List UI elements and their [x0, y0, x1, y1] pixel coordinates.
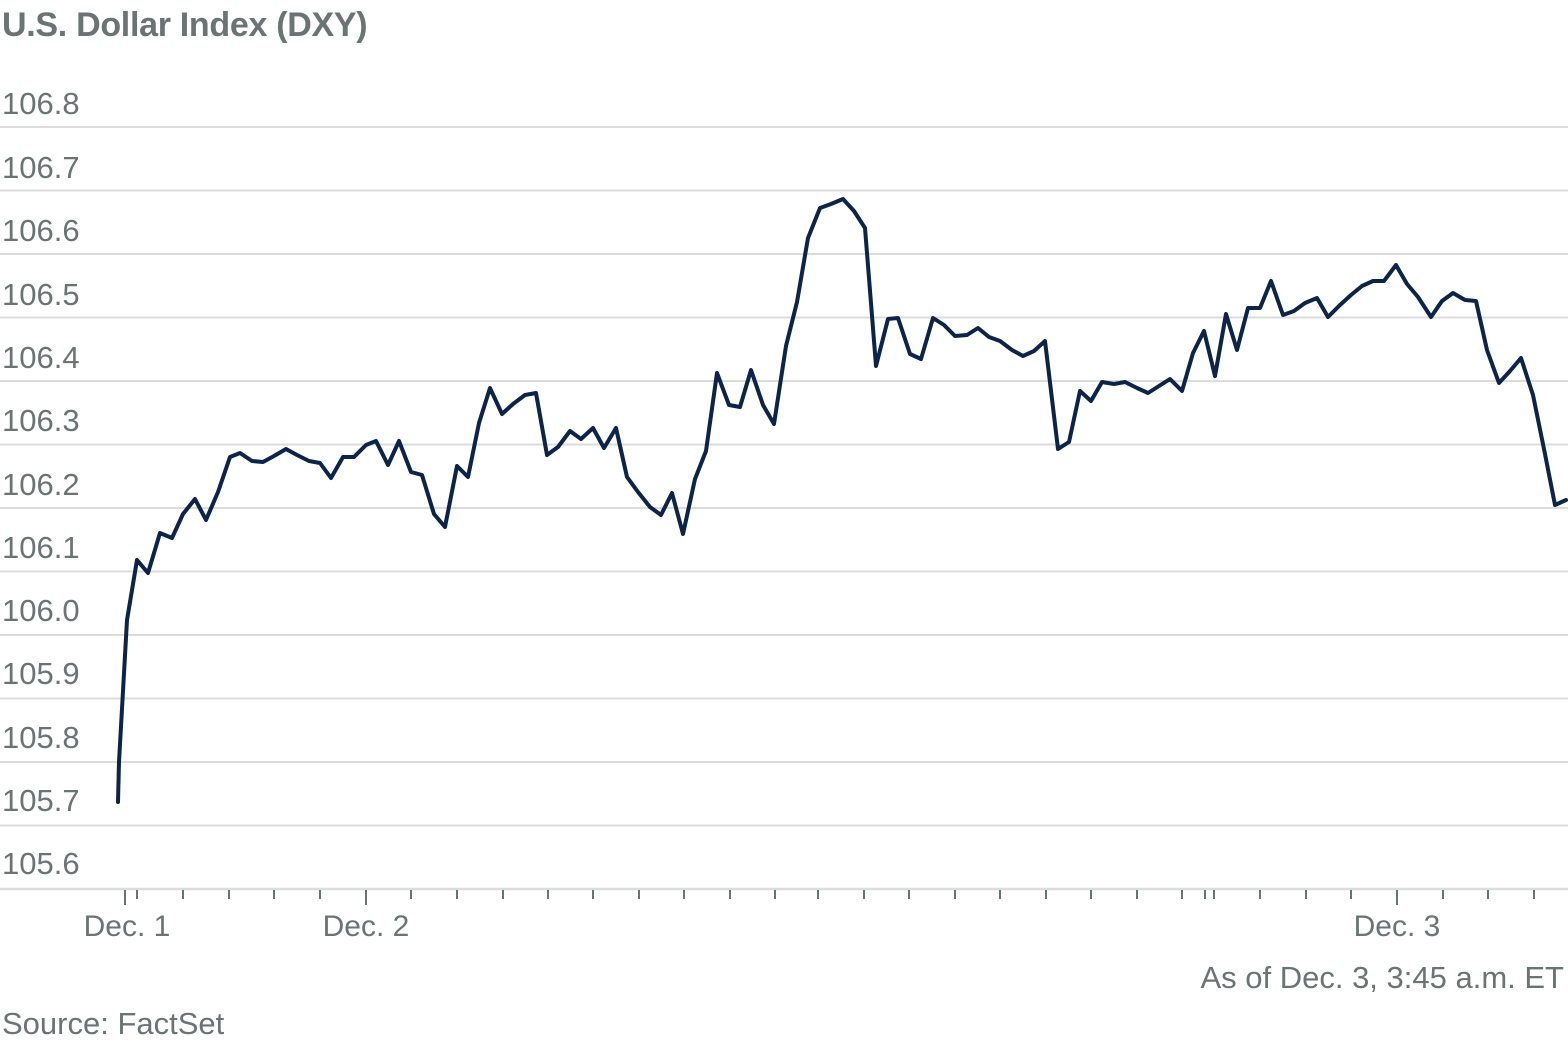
dxy-line: [116, 197, 1568, 804]
y-tick-label: 105.8: [2, 720, 80, 755]
chart-title: U.S. Dollar Index (DXY): [2, 6, 368, 44]
y-tick-label: 106.7: [2, 150, 80, 185]
source-note: Source: FactSet: [2, 1006, 225, 1041]
y-tick-label: 106.8: [2, 86, 80, 121]
gridlines: [0, 126, 1568, 891]
y-tick-label: 106.6: [2, 213, 80, 248]
x-tick-label-dec-1: Dec. 1: [83, 910, 171, 943]
y-tick-label: 105.6: [2, 846, 80, 881]
as-of-timestamp: As of Dec. 3, 3:45 a.m. ET: [1200, 960, 1564, 995]
y-tick-label: 105.9: [2, 656, 80, 691]
y-tick-label: 106.5: [2, 277, 80, 312]
x-tick-label-dec-3: Dec. 3: [1353, 910, 1441, 943]
y-tick-label: 106.3: [2, 403, 80, 438]
y-tick-label: 106.2: [2, 467, 80, 502]
y-tick-label: 106.0: [2, 593, 80, 628]
y-tick-label: 105.7: [2, 783, 80, 818]
x-tick-label-dec-2: Dec. 2: [322, 910, 410, 943]
y-tick-label: 106.4: [2, 340, 80, 375]
y-tick-label: 106.1: [2, 530, 80, 565]
x-axis-ticks: [124, 890, 1535, 905]
